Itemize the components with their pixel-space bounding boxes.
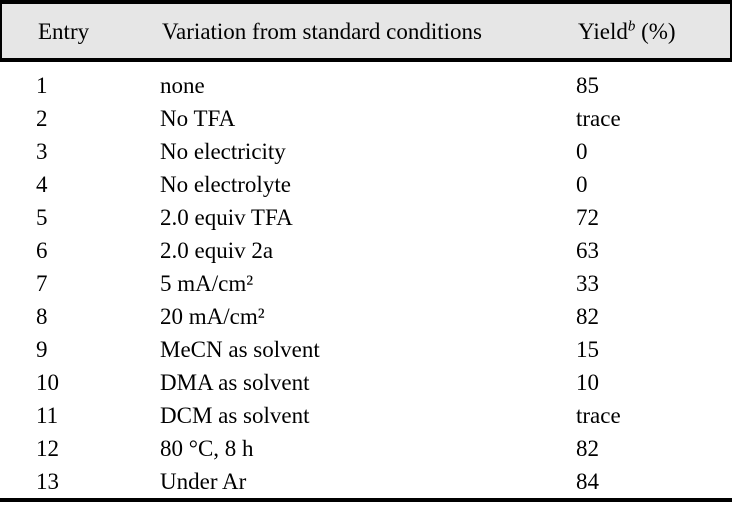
cell-variation: No TFA (160, 106, 236, 131)
cell-variation: 5 mA/cm² (160, 271, 254, 296)
table-row: 3 No electricity 0 (36, 135, 732, 168)
cell-yield: 72 (576, 205, 599, 230)
cell-yield: 84 (576, 469, 599, 494)
cell-yield: 33 (576, 271, 599, 296)
cell-variation: Under Ar (160, 469, 247, 494)
cell-entry: 12 (36, 436, 59, 461)
cell-variation: none (160, 73, 205, 98)
table-row: 5 2.0 equiv TFA 72 (36, 201, 732, 234)
bottom-rule (0, 498, 732, 502)
table-row: 2 No TFA trace (36, 102, 732, 135)
yield-unit: (%) (635, 18, 676, 44)
cell-yield: 10 (576, 370, 599, 395)
table-row: 11 DCM as solvent trace (36, 399, 732, 432)
cell-yield: 82 (576, 304, 599, 329)
cell-variation: DMA as solvent (160, 370, 310, 395)
cell-variation: 2.0 equiv TFA (160, 205, 293, 230)
cell-variation: MeCN as solvent (160, 337, 320, 362)
cell-variation: No electricity (160, 139, 286, 164)
cell-entry: 7 (36, 271, 48, 296)
cell-yield: trace (576, 106, 621, 131)
cell-yield: 82 (576, 436, 599, 461)
table-body: 1 none 85 2 No TFA trace 3 No electricity 0 4 No e… (0, 62, 732, 498)
cell-entry: 8 (36, 304, 48, 329)
cell-entry: 2 (36, 106, 48, 131)
cell-yield: 63 (576, 238, 599, 263)
col-header-yield: Yieldb (%) (578, 17, 730, 44)
table-row: 10 DMA as solvent 10 (36, 366, 732, 399)
table-row: 4 No electrolyte 0 (36, 168, 732, 201)
cell-variation: 2.0 equiv 2a (160, 238, 274, 263)
cell-variation: 20 mA/cm² (160, 304, 265, 329)
table-row: 1 none 85 (36, 69, 732, 102)
cell-yield: 15 (576, 337, 599, 362)
table-row: 12 80 °C, 8 h 82 (36, 432, 732, 465)
cell-entry: 10 (36, 370, 59, 395)
cell-yield: 0 (576, 139, 588, 164)
cell-entry: 6 (36, 238, 48, 263)
cell-variation: DCM as solvent (160, 403, 310, 428)
cell-entry: 5 (36, 205, 48, 230)
col-header-variation: Variation from standard conditions (162, 18, 483, 44)
yield-label: Yield (578, 18, 628, 44)
cell-entry: 4 (36, 172, 48, 197)
cell-variation: 80 °C, 8 h (160, 436, 254, 461)
table-row: 6 2.0 equiv 2a 63 (36, 234, 732, 267)
cell-variation: No electrolyte (160, 172, 291, 197)
cell-entry: 11 (36, 403, 59, 428)
table-row: 9 MeCN as solvent 15 (36, 333, 732, 366)
col-header-entry: Entry (38, 18, 90, 44)
cell-yield: 85 (576, 73, 599, 98)
cell-entry: 13 (36, 469, 59, 494)
table-row: 7 5 mA/cm² 33 (36, 267, 732, 300)
cell-yield: trace (576, 403, 621, 428)
table-header-row: Entry Variation from standard conditions… (0, 0, 732, 62)
cell-entry: 1 (36, 73, 48, 98)
cell-yield: 0 (576, 172, 588, 197)
yield-footnote-marker: b (627, 17, 636, 34)
table-row: 13 Under Ar 84 (36, 465, 732, 498)
cell-entry: 9 (36, 337, 48, 362)
cell-entry: 3 (36, 139, 48, 164)
table-row: 8 20 mA/cm² 82 (36, 300, 732, 333)
